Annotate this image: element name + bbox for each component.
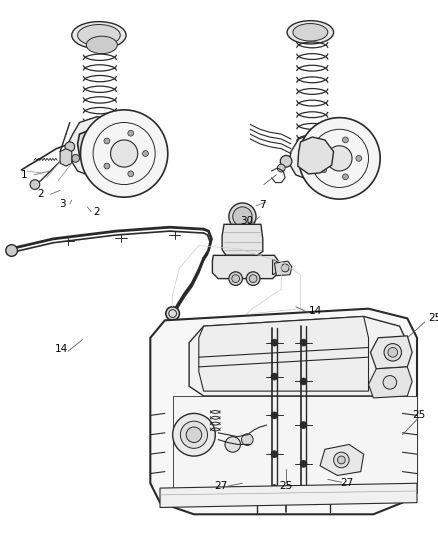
Circle shape xyxy=(232,274,240,282)
Circle shape xyxy=(271,451,278,457)
Circle shape xyxy=(327,146,352,171)
Polygon shape xyxy=(275,261,292,276)
Circle shape xyxy=(343,174,348,180)
Text: 14: 14 xyxy=(54,344,68,354)
Circle shape xyxy=(246,272,260,285)
Polygon shape xyxy=(222,224,263,255)
Circle shape xyxy=(180,421,208,448)
Circle shape xyxy=(343,137,348,143)
Circle shape xyxy=(299,118,380,199)
Polygon shape xyxy=(368,367,412,398)
Circle shape xyxy=(383,376,397,389)
Circle shape xyxy=(281,264,289,272)
Circle shape xyxy=(280,156,292,167)
Circle shape xyxy=(281,492,291,502)
Text: 25: 25 xyxy=(428,313,438,324)
Circle shape xyxy=(271,412,278,419)
Polygon shape xyxy=(189,317,407,396)
Circle shape xyxy=(128,171,134,177)
Circle shape xyxy=(300,339,307,346)
Circle shape xyxy=(356,156,362,161)
Ellipse shape xyxy=(293,23,328,41)
Circle shape xyxy=(225,437,240,452)
Circle shape xyxy=(249,274,257,282)
Polygon shape xyxy=(212,255,278,279)
Circle shape xyxy=(334,452,349,468)
Polygon shape xyxy=(60,149,72,166)
Circle shape xyxy=(300,378,307,385)
Circle shape xyxy=(229,203,256,230)
Text: 30: 30 xyxy=(240,216,253,227)
Polygon shape xyxy=(320,445,364,475)
Ellipse shape xyxy=(287,21,334,44)
Circle shape xyxy=(233,207,252,226)
Circle shape xyxy=(142,151,148,156)
Circle shape xyxy=(326,495,334,503)
Circle shape xyxy=(277,164,285,172)
Circle shape xyxy=(253,497,261,505)
Circle shape xyxy=(110,140,138,167)
Text: 2: 2 xyxy=(37,189,44,199)
Text: 27: 27 xyxy=(215,481,228,491)
Circle shape xyxy=(6,245,18,256)
Circle shape xyxy=(186,427,202,442)
Circle shape xyxy=(321,167,327,173)
Polygon shape xyxy=(82,134,110,156)
Polygon shape xyxy=(298,137,334,174)
Circle shape xyxy=(271,484,278,491)
Circle shape xyxy=(166,307,180,320)
Circle shape xyxy=(271,373,278,380)
Ellipse shape xyxy=(86,36,117,54)
Polygon shape xyxy=(150,309,417,514)
Circle shape xyxy=(384,344,402,361)
Circle shape xyxy=(104,138,110,144)
Circle shape xyxy=(72,155,80,162)
Circle shape xyxy=(173,414,215,456)
Text: 2: 2 xyxy=(94,207,100,217)
Polygon shape xyxy=(78,130,114,159)
Text: 7: 7 xyxy=(259,200,266,210)
Circle shape xyxy=(65,142,74,151)
Circle shape xyxy=(338,456,345,464)
Text: 14: 14 xyxy=(308,305,322,316)
Circle shape xyxy=(241,434,253,446)
Circle shape xyxy=(388,348,398,357)
Circle shape xyxy=(81,110,168,197)
Polygon shape xyxy=(272,259,280,274)
Circle shape xyxy=(300,461,307,467)
Circle shape xyxy=(30,180,40,189)
Ellipse shape xyxy=(78,25,120,46)
Circle shape xyxy=(300,422,307,429)
Circle shape xyxy=(128,130,134,136)
Polygon shape xyxy=(68,117,126,177)
Ellipse shape xyxy=(72,22,126,49)
Polygon shape xyxy=(173,396,417,493)
Polygon shape xyxy=(289,134,330,180)
Text: 1: 1 xyxy=(21,170,28,180)
Circle shape xyxy=(321,144,327,150)
Polygon shape xyxy=(371,336,412,369)
Circle shape xyxy=(229,272,243,285)
Text: 3: 3 xyxy=(59,199,65,209)
Text: 25: 25 xyxy=(412,410,426,421)
Polygon shape xyxy=(160,483,417,507)
Circle shape xyxy=(104,163,110,169)
Text: 25: 25 xyxy=(279,481,293,491)
Polygon shape xyxy=(199,317,368,391)
Circle shape xyxy=(271,339,278,346)
Text: 27: 27 xyxy=(341,478,354,488)
